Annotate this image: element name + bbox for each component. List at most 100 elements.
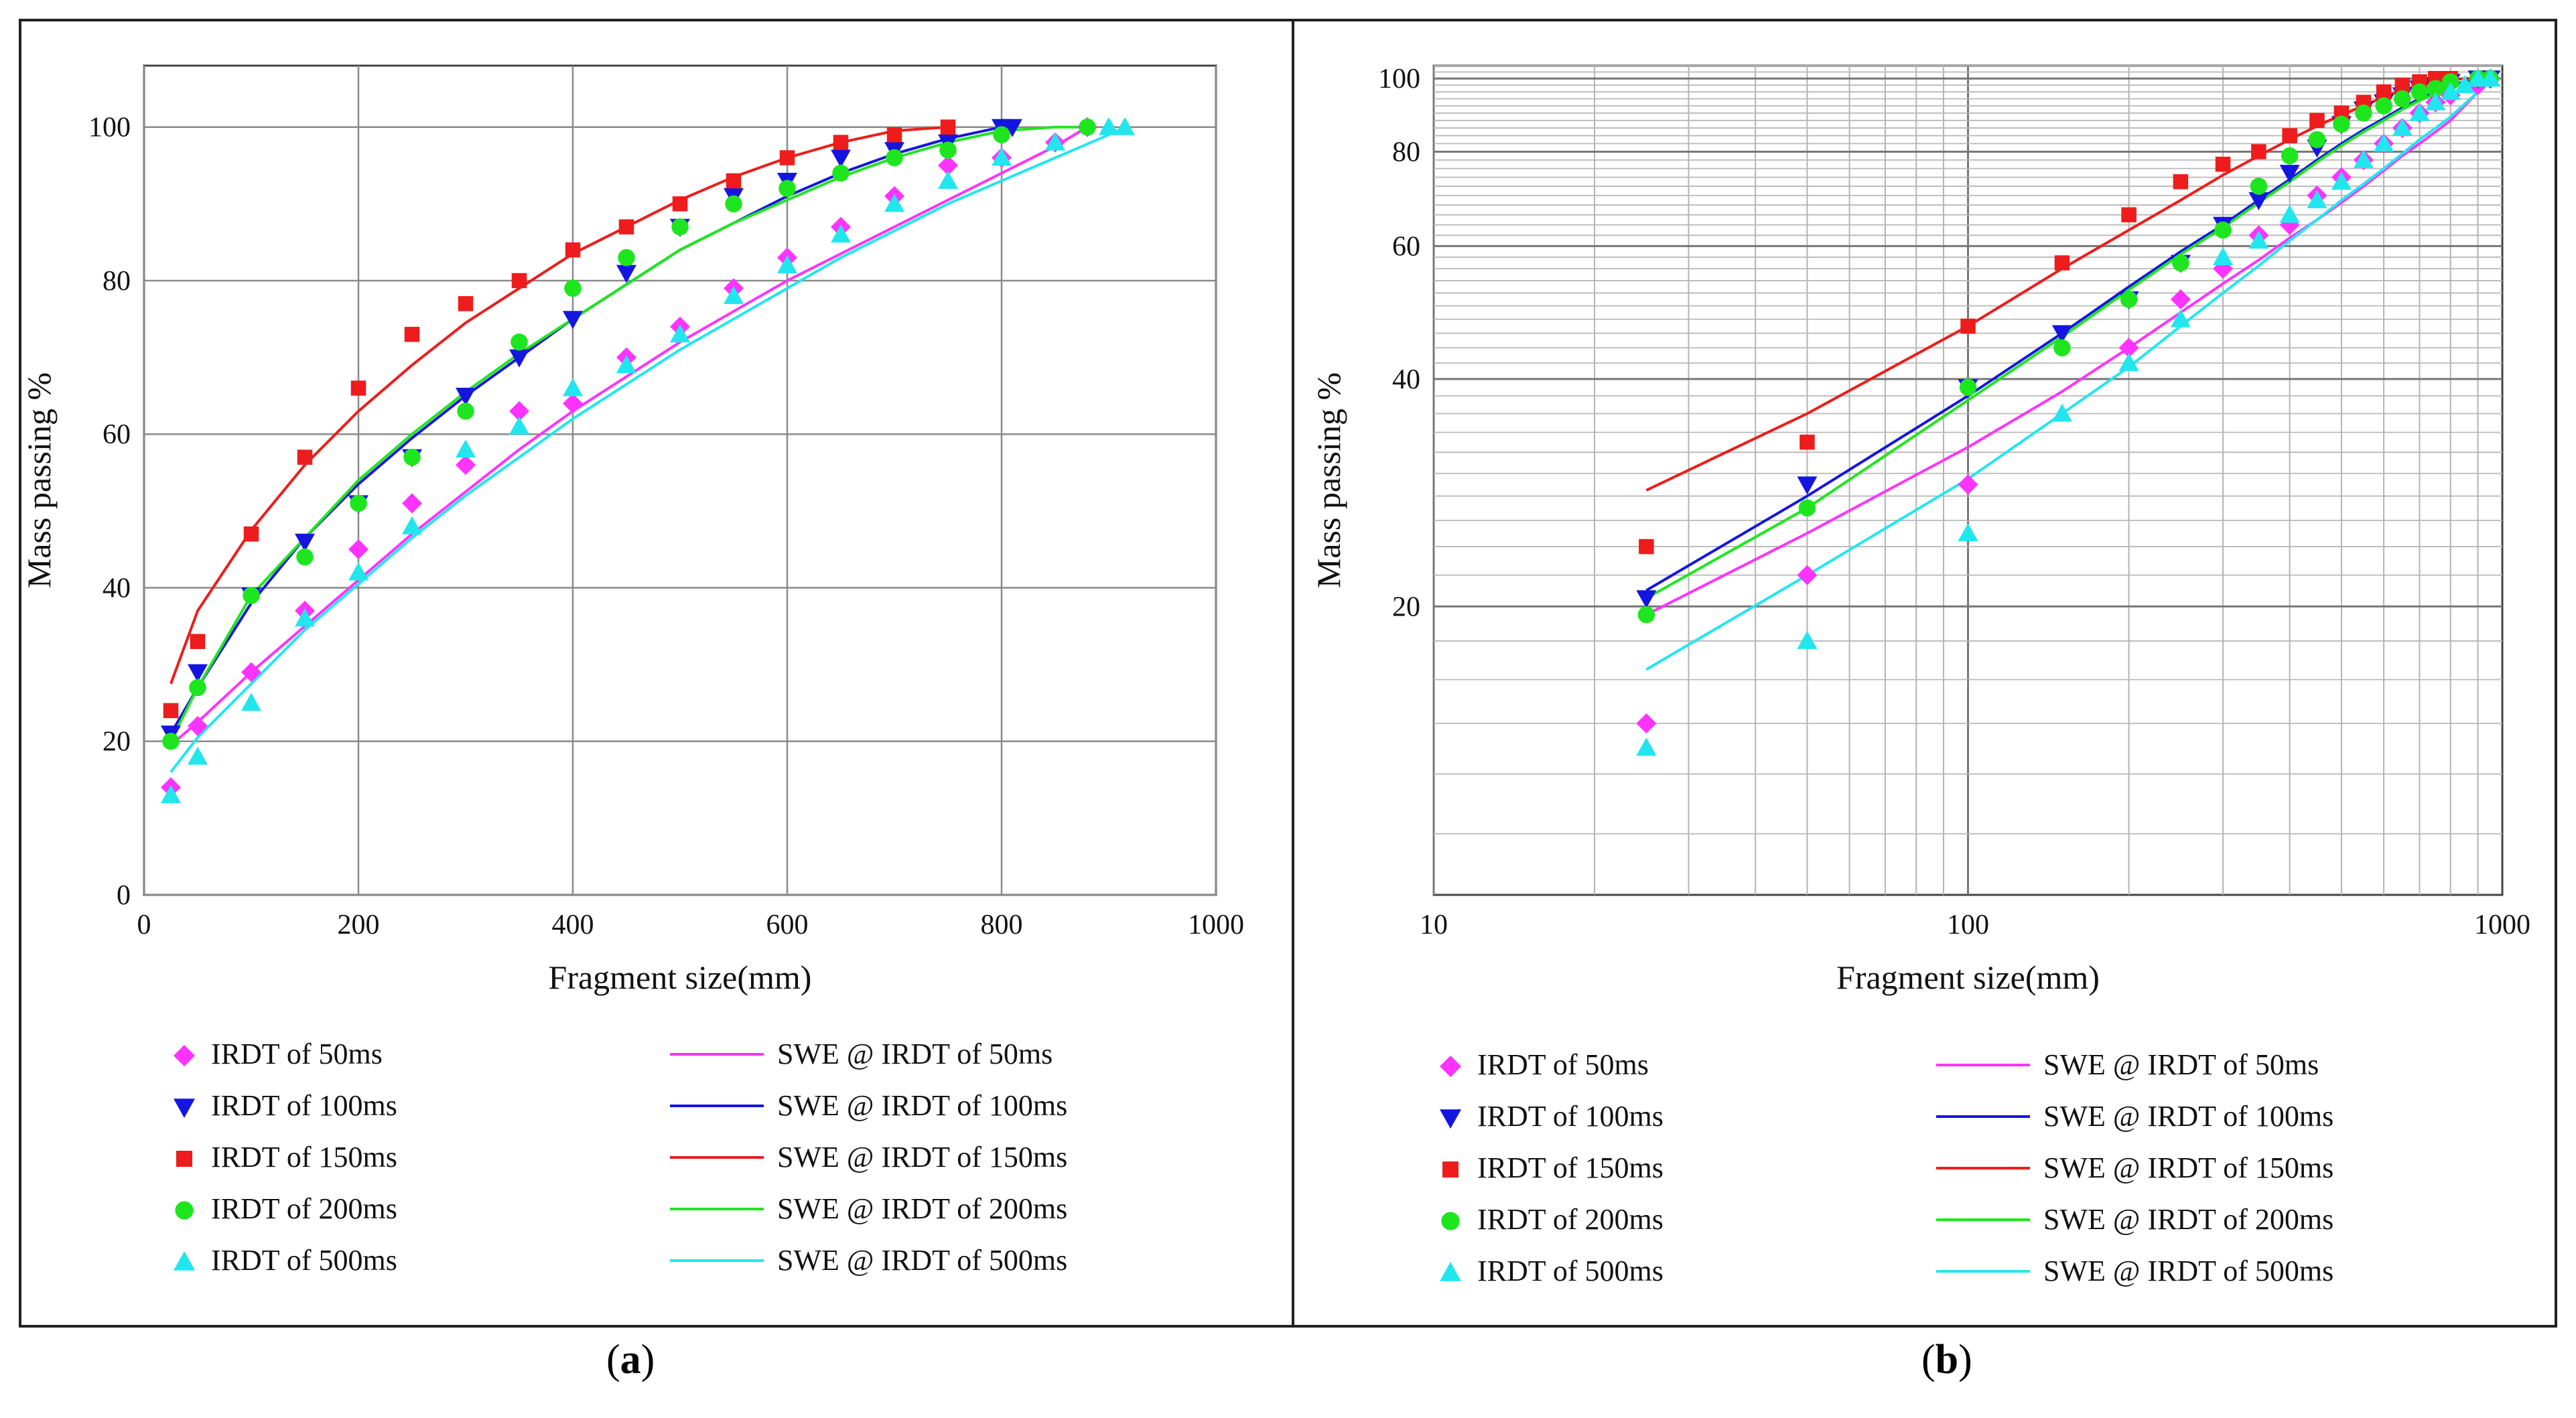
y-tick-label: 60 <box>1392 231 1420 262</box>
data-point <box>456 439 476 458</box>
data-point <box>350 380 366 396</box>
data-point <box>350 494 367 512</box>
data-point <box>2051 403 2072 422</box>
data-point <box>2409 102 2430 121</box>
data-point <box>163 703 179 719</box>
data-point <box>511 273 527 289</box>
data-point <box>1960 318 1976 334</box>
data-point <box>2282 128 2297 143</box>
data-point <box>188 664 208 683</box>
data-point <box>1800 434 1815 450</box>
data-point <box>2394 77 2411 93</box>
data-point <box>2053 339 2071 356</box>
y-tick-label: 0 <box>117 880 131 911</box>
data-point <box>724 285 744 304</box>
data-point <box>2170 309 2191 328</box>
data-point <box>563 311 583 330</box>
legend-marker <box>175 1201 194 1220</box>
data-point <box>243 587 260 604</box>
data-point <box>1637 606 1655 624</box>
data-point <box>884 194 904 212</box>
data-point <box>777 255 797 274</box>
data-point <box>1958 474 1978 495</box>
data-point <box>563 393 583 414</box>
x-axis-label: Fragment size(mm) <box>1836 959 2100 996</box>
data-point <box>886 127 902 143</box>
data-point <box>1636 737 1657 756</box>
data-point <box>189 679 206 697</box>
data-point <box>616 355 636 374</box>
data-point <box>672 196 688 212</box>
data-point <box>348 562 368 581</box>
x-tick-label: 600 <box>766 910 809 940</box>
legend-label: SWE @ IRDT of 200ms <box>777 1192 1067 1225</box>
data-point <box>1958 523 1978 542</box>
data-point <box>1079 118 1096 136</box>
y-axis-label: Mass passing % <box>1310 372 1347 588</box>
data-point <box>402 516 422 535</box>
x-tick-label: 0 <box>137 910 151 940</box>
data-point <box>725 195 742 213</box>
data-point <box>2353 149 2374 168</box>
data-point <box>2170 289 2191 309</box>
legend-label: IRDT of 150ms <box>1477 1151 1664 1184</box>
data-point <box>241 662 261 683</box>
x-tick-label: 1000 <box>1188 910 1244 940</box>
data-point <box>2279 204 2300 223</box>
data-point <box>509 349 529 368</box>
data-point <box>940 119 956 135</box>
legend-label: IRDT of 100ms <box>211 1089 397 1122</box>
data-point <box>162 732 180 750</box>
data-point <box>670 324 690 343</box>
data-point <box>2250 178 2268 195</box>
data-point <box>2248 230 2269 249</box>
data-point <box>831 224 851 243</box>
x-tick-label: 200 <box>338 910 380 940</box>
data-point <box>190 634 206 649</box>
y-tick-label: 80 <box>1392 137 1420 167</box>
data-point <box>833 135 849 150</box>
legend-marker <box>174 1098 195 1118</box>
y-tick-label: 40 <box>1392 364 1420 395</box>
data-point <box>509 416 529 435</box>
y-tick-label: 40 <box>103 573 131 604</box>
data-point <box>2118 338 2139 358</box>
data-point <box>2215 156 2231 172</box>
data-point <box>618 249 635 267</box>
data-point <box>563 378 583 397</box>
legend-label: IRDT of 200ms <box>1477 1203 1664 1236</box>
gridlines <box>143 66 1217 896</box>
data-point <box>2441 73 2459 90</box>
data-point <box>831 149 851 168</box>
data-point <box>778 180 796 198</box>
legend-label: SWE @ IRDT of 50ms <box>777 1038 1053 1070</box>
data-point <box>458 296 474 311</box>
data-point <box>2054 255 2070 271</box>
panel-border <box>1292 19 2557 1328</box>
data-point <box>1959 378 1977 397</box>
y-tick-label: 80 <box>103 266 131 297</box>
data-point <box>618 219 634 234</box>
data-point <box>297 449 313 465</box>
y-axis-label: Mass passing % <box>20 372 58 588</box>
data-point <box>993 126 1010 143</box>
data-point <box>2051 325 2072 344</box>
data-point <box>2308 131 2326 149</box>
data-point <box>511 333 528 351</box>
data-point <box>939 141 957 159</box>
legend-marker <box>174 1251 195 1271</box>
data-point <box>402 493 422 514</box>
x-axis-label: Fragment size(mm) <box>549 959 812 996</box>
data-point <box>456 387 476 406</box>
data-point <box>404 326 420 342</box>
y-tick-label: 60 <box>103 419 131 450</box>
data-point <box>2120 291 2138 308</box>
fit-curve <box>170 125 1126 773</box>
data-point <box>2454 75 2475 94</box>
data-point <box>2214 221 2232 239</box>
data-point <box>241 693 261 711</box>
legend-label: SWE @ IRDT of 150ms <box>777 1141 1067 1174</box>
x-tick-label: 400 <box>552 910 594 940</box>
caption-a: (a) <box>606 1337 655 1382</box>
